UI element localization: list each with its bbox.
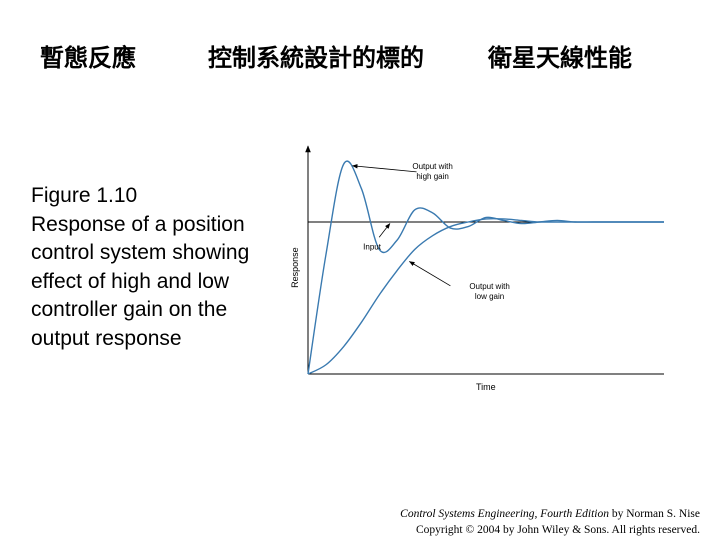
figure-description: Response of a position control system sh… <box>31 212 250 350</box>
figure-caption: Figure 1.10 Response of a position contr… <box>31 182 281 353</box>
credit-copyright: Copyright © 2004 by John Wiley & Sons. A… <box>415 524 700 536</box>
high-gain-curve <box>307 160 664 375</box>
annotation-low-gain-arrow <box>408 261 451 287</box>
annotation-high-gain-line-2: high gain <box>416 172 448 181</box>
title-transient-response: 暫態反應 <box>40 43 136 72</box>
annotation-high-gain-line-1: Output with <box>412 162 452 171</box>
x-axis-label: Time <box>476 382 496 392</box>
y-axis-label: Response <box>290 247 300 288</box>
credit: Control Systems Engineering, Fourth Edit… <box>400 506 700 538</box>
title-control-design-goals: 控制系統設計的標的 <box>208 43 424 72</box>
credit-book-line: Control Systems Engineering, Fourth Edit… <box>400 506 700 522</box>
annotation-high-gain-arrow <box>351 164 417 173</box>
title-antenna-performance: 衛星天線性能 <box>488 43 632 72</box>
credit-book: Control Systems Engineering, Fourth Edit… <box>400 508 609 520</box>
annotation-low-gain-line-2: low gain <box>475 292 504 301</box>
annotation-input-arrow <box>378 223 391 238</box>
low-gain-curve <box>307 217 664 375</box>
annotation-input-line-1: Input <box>363 242 382 251</box>
annotation-low-gain-line-1: Output with <box>469 282 509 291</box>
credit-author: by Norman S. Nise <box>608 508 700 520</box>
figure-number: Figure 1.10 <box>31 184 138 207</box>
